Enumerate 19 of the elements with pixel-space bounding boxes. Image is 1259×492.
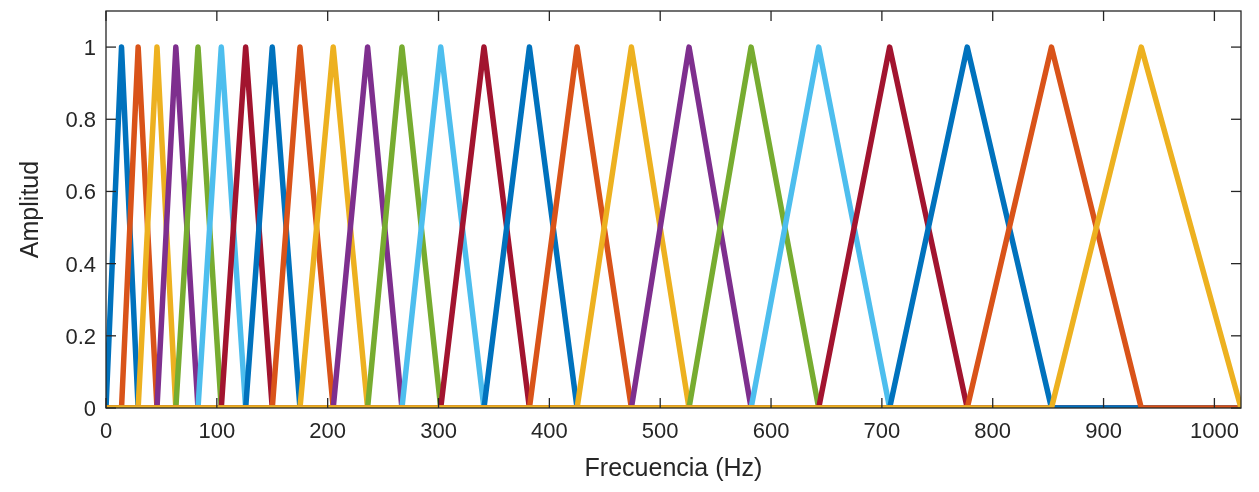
x-tick-label: 700 [863, 418, 901, 443]
x-tick-label: 500 [641, 418, 679, 443]
x-tick-label: 1000 [1189, 418, 1239, 443]
x-tick-label: 100 [198, 418, 236, 443]
y-tick-label: 0.4 [65, 251, 96, 277]
x-tick-label: 900 [1085, 418, 1122, 443]
x-tick-label: 600 [752, 418, 790, 443]
y-tick-label: 0 [83, 396, 96, 421]
x-tick-label: 200 [309, 418, 347, 443]
y-axis-title: Amplitud [15, 160, 43, 259]
x-tick-label: 400 [531, 418, 568, 443]
y-tick-label: 0.2 [65, 323, 96, 349]
x-tick-label: 0 [99, 418, 113, 443]
y-tick-label: 0.8 [65, 107, 96, 133]
x-axis-title: Frecuencia (Hz) [584, 453, 763, 481]
x-tick-label: 800 [974, 418, 1012, 443]
x-tick-label: 300 [420, 418, 457, 443]
y-tick-label: 1 [83, 35, 96, 61]
y-tick-label: 0.6 [65, 179, 96, 205]
